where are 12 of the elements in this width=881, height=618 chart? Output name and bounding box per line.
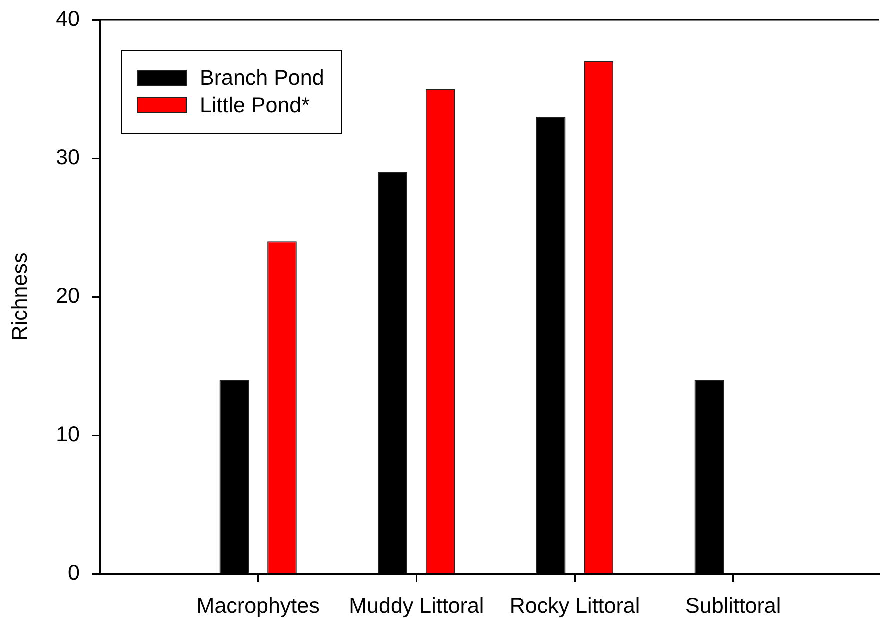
- x-tick-label: Macrophytes: [196, 594, 320, 618]
- y-tick-label: 0: [68, 560, 80, 585]
- y-axis-title: Richness: [8, 252, 32, 342]
- y-tick-label: 20: [56, 284, 80, 308]
- legend-label: Branch Pond: [200, 66, 324, 90]
- x-tick-label: Sublittoral: [686, 594, 782, 618]
- y-tick-label: 10: [56, 422, 80, 446]
- y-tick-label: 40: [56, 6, 80, 31]
- y-tick-label: 30: [56, 145, 80, 170]
- x-tick-label: Rocky Littoral: [510, 594, 640, 618]
- legend-label: Little Pond*: [200, 93, 311, 118]
- x-tick-label: Muddy Littoral: [349, 594, 484, 618]
